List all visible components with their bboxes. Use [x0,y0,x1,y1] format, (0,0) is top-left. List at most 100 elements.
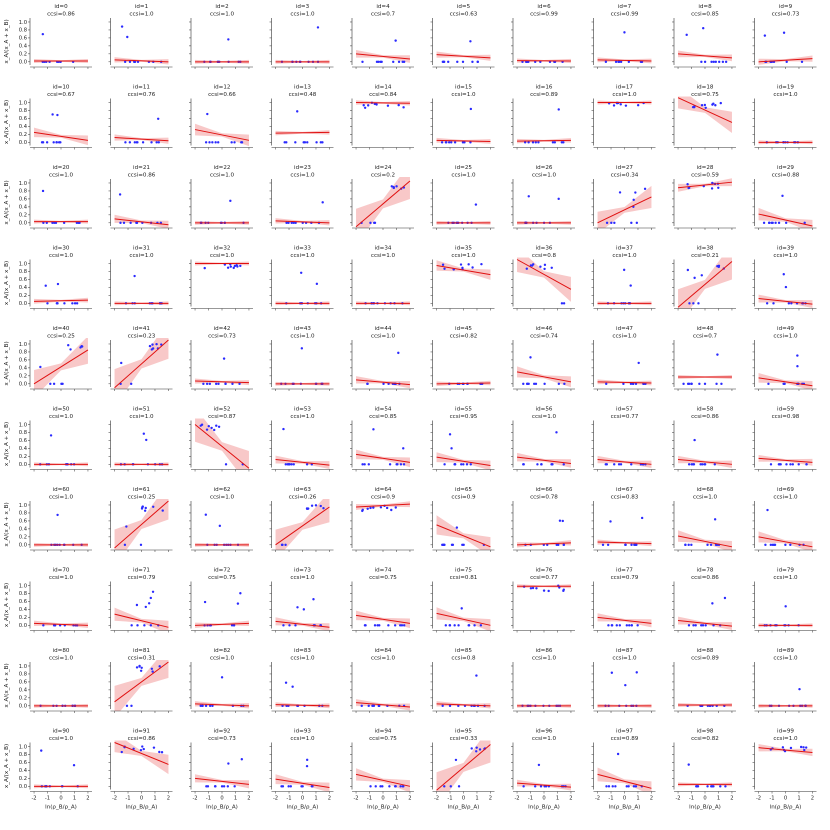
data-point [369,785,372,788]
data-point [388,463,392,466]
fit-line [194,129,250,141]
data-point [562,463,565,466]
panel-title-id: id=54 [375,407,392,413]
data-point [610,671,614,674]
data-point [630,624,634,627]
data-point [711,602,714,605]
data-point [222,785,226,788]
data-point [720,382,723,386]
data-point [208,141,211,144]
data-point [686,268,690,272]
data-point [535,587,538,590]
data-point [150,141,153,144]
fit-line [758,298,813,305]
panel-title-id: id=40 [53,326,70,332]
data-point [214,141,217,144]
data-point [532,263,535,266]
data-point [557,543,560,547]
x-tick-label: -2 [273,796,278,802]
data-point [133,60,137,64]
data-point [613,463,616,466]
x-tick-label: 1 [556,796,559,802]
data-point [299,271,303,274]
data-point [467,263,470,266]
fit-line [355,453,411,463]
data-point [709,543,713,547]
fit-line [195,380,249,384]
data-point [701,624,705,627]
data-point [367,463,370,466]
data-point [316,26,320,29]
data-point [296,110,299,113]
x-tick-label: -2 [434,796,439,802]
data-point [287,463,290,466]
panel-title-ccsi: ccsi=1.0 [290,414,315,420]
panel-68: id=68 ccsi=1.0 [672,487,736,552]
data-point [224,382,227,386]
data-point [454,758,458,762]
data-point [686,183,689,186]
data-point [447,141,451,144]
y-axis-label: x_A/(x_A + x_B) [4,502,10,546]
panel-title-id: id=73 [294,568,311,574]
x-tick-label: -2 [112,796,117,802]
data-point [713,518,717,521]
y-tick-label: 1.0 [19,181,27,187]
data-point [363,463,366,466]
panel-2: id=2 ccsi=1.0 [189,4,253,69]
data-point [553,141,557,144]
data-point [287,785,290,788]
data-point [296,606,299,609]
data-point [49,382,52,386]
panel-81: id=81 ccsi=0.31 [108,648,173,713]
fit-line [275,620,330,628]
panel-3: id=3 ccsi=1.0 [269,4,334,69]
fit-line [436,54,491,59]
data-point [56,113,59,117]
y-tick-label: 0.4 [19,607,28,613]
data-point [213,785,217,788]
data-point [635,221,639,225]
y-tick-label: 0.4 [19,205,28,211]
data-point [310,504,314,507]
x-tick-label: 0 [220,796,223,802]
data-point [227,762,230,765]
data-point [537,141,540,144]
fit-line [677,261,733,308]
y-tick-label: 0.0 [19,623,27,629]
data-point [322,507,325,510]
data-point [157,141,160,144]
data-point [522,463,525,466]
data-point [711,181,714,185]
x-tick-label: 1 [475,796,478,802]
data-point [622,268,626,272]
confidence-band [275,499,330,550]
data-point [619,60,623,64]
fit-line [275,506,330,546]
data-point [449,785,452,788]
data-point [282,624,285,627]
panel-title-id: id=87 [616,648,633,654]
panel-title-id: id=7 [618,4,632,10]
fit-line [516,259,572,290]
x-axis-label: ln(ρ_B/ρ_A) [528,805,560,811]
data-point [627,785,630,788]
data-point [314,504,318,507]
panel-title-id: id=79 [777,568,794,574]
data-point [205,382,209,386]
data-point [42,624,45,627]
data-point [781,194,784,198]
data-point [233,785,236,788]
data-point [525,267,529,270]
y-tick-label: 0.4 [19,527,28,533]
x-tick-label: 0 [301,796,304,802]
panel-title-ccsi: ccsi=1.0 [773,495,798,501]
x-tick-label: 2 [569,796,572,802]
data-point [724,785,727,788]
panel-45: id=45 ccsi=0.82 [430,326,495,391]
data-point [617,463,621,466]
